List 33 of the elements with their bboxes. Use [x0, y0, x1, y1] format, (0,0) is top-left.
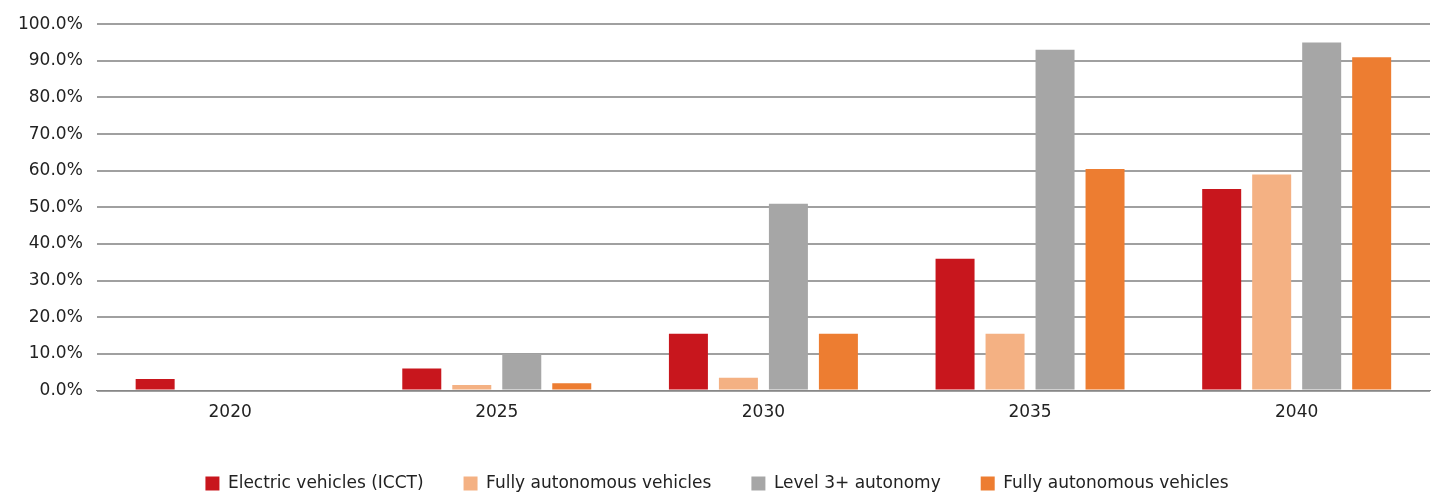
y-tick-label: 30.0%: [28, 269, 83, 290]
legend-label: Level 3+ autonomy: [773, 471, 941, 492]
bar: [935, 258, 975, 390]
y-tick-label: 10.0%: [28, 342, 83, 363]
y-tick-label: 70.0%: [28, 122, 83, 143]
x-tick-label: 2020: [208, 401, 252, 422]
x-tick-label: 2035: [1008, 401, 1052, 422]
bar: [452, 385, 492, 390]
bar: [818, 333, 858, 390]
bar: [1202, 189, 1242, 390]
y-tick-label: 50.0%: [28, 195, 83, 216]
legend-label: Fully autonomous vehicles: [1003, 471, 1229, 492]
x-tick-label: 2030: [741, 401, 786, 422]
bar: [1085, 168, 1125, 390]
bar: [135, 378, 175, 390]
bar: [718, 377, 758, 390]
bar: [552, 383, 592, 390]
y-tick-label: 20.0%: [28, 305, 83, 326]
y-tick-label: 100.0%: [17, 12, 83, 33]
x-tick-label: 2040: [1275, 401, 1319, 422]
bar: [1252, 174, 1292, 390]
y-tick-label: 0.0%: [39, 379, 83, 400]
y-tick-label: 90.0%: [28, 49, 83, 70]
y-tick-label: 60.0%: [28, 159, 83, 180]
bar: [985, 333, 1025, 390]
legend-label: Electric vehicles (ICCT): [227, 471, 424, 492]
x-tick-label: 2025: [475, 401, 519, 422]
y-tick-label: 40.0%: [28, 232, 83, 253]
bar: [402, 368, 442, 390]
bar: [1352, 57, 1392, 390]
y-tick-label: 80.0%: [28, 85, 83, 106]
bar: [668, 333, 708, 390]
legend-label: Fully autonomous vehicles: [486, 471, 712, 492]
